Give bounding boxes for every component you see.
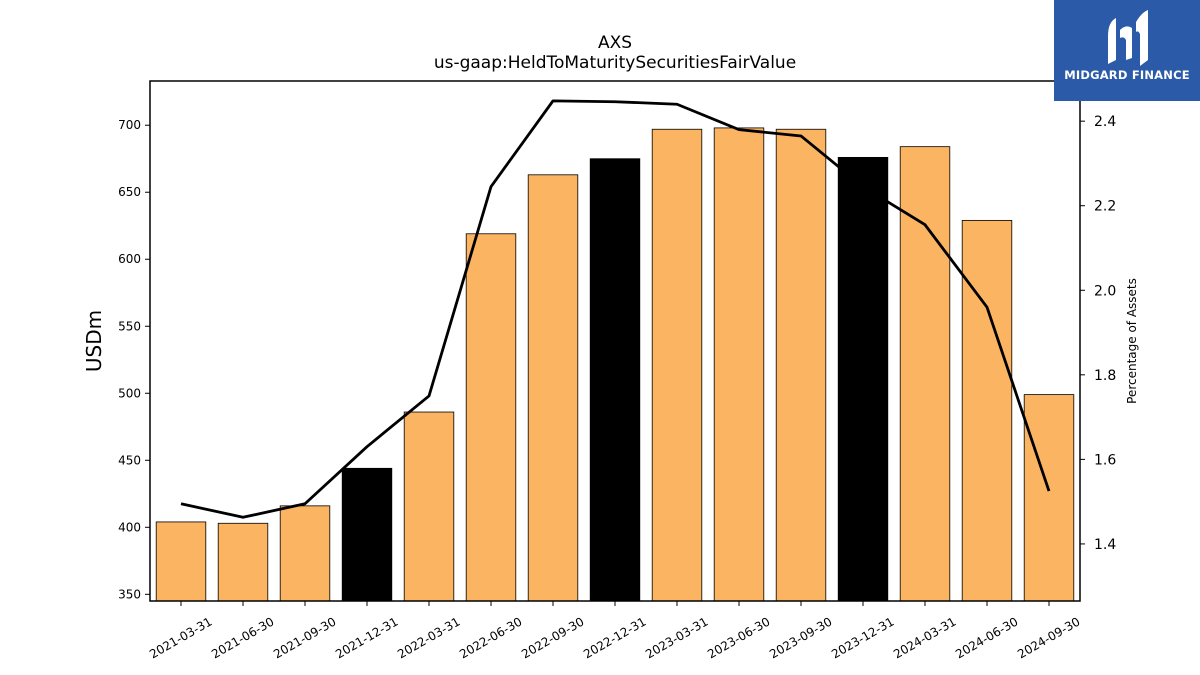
brand-logo: MIDGARD FINANCE: [1054, 0, 1200, 101]
y2-axis-label: Percentage of Assets: [1125, 278, 1139, 404]
y2-tick-label: 2.2: [1094, 199, 1116, 215]
bar-2021-03-31: [155, 521, 207, 602]
x-tick-label: 2022-12-31: [581, 614, 648, 661]
bar-2022-03-31: [403, 411, 455, 602]
x-tick-label: 2021-06-30: [209, 614, 276, 661]
x-tick-label: 2021-03-31: [147, 614, 214, 661]
y-tick-label: 400: [118, 520, 141, 534]
y2-tick-label: 1.6: [1094, 452, 1116, 468]
bar-2023-03-31: [651, 128, 703, 602]
chart-subtitle: us-gaap:HeldToMaturitySecuritiesFairValu…: [434, 53, 796, 73]
y-axis-label: USDm: [82, 310, 106, 372]
x-tick-label: 2024-06-30: [953, 614, 1020, 661]
x-tick-label: 2023-09-30: [767, 614, 834, 661]
bar-2023-09-30: [775, 128, 827, 602]
line-group: [180, 99, 1051, 519]
bar-2021-12-31: [341, 467, 393, 602]
bar-2021-09-30: [279, 505, 331, 602]
left-axis: 350 400 450 500 550 600 650 700: [118, 118, 150, 601]
logo-text: MIDGARD FINANCE: [1064, 68, 1190, 82]
bar-2023-06-30: [713, 127, 765, 602]
x-tick-label: 2023-03-31: [643, 614, 710, 661]
logo-mark-icon: [1108, 10, 1148, 66]
x-tick-label: 2023-06-30: [705, 614, 772, 661]
bar-2024-03-31: [899, 146, 951, 602]
y-tick-label: 350: [118, 587, 141, 601]
x-tick-label: 2024-03-31: [891, 614, 958, 661]
y-tick-label: 550: [118, 319, 141, 333]
y-tick-label: 500: [118, 386, 141, 400]
chart-title: AXS: [598, 33, 632, 53]
bar-2024-06-30: [961, 219, 1013, 602]
y2-tick-label: 2.0: [1094, 283, 1116, 299]
bar-2022-12-31: [589, 158, 641, 602]
x-tick-label: 2021-09-30: [271, 614, 338, 661]
x-tick-label: 2023-12-31: [829, 614, 896, 661]
bar-2021-06-30: [217, 522, 269, 602]
bars-group: [155, 127, 1075, 602]
bar-2023-12-31: [837, 156, 889, 602]
x-tick-label: 2022-09-30: [519, 614, 586, 661]
x-axis: 2021-03-312021-06-302021-09-302021-12-31…: [147, 601, 1083, 661]
y2-tick-label: 1.8: [1094, 368, 1116, 384]
y2-tick-label: 1.4: [1094, 537, 1116, 553]
y-tick-label: 600: [118, 252, 141, 266]
y-tick-label: 700: [118, 118, 141, 132]
percentage-line: [180, 99, 1051, 519]
bar-2024-09-30: [1023, 394, 1075, 602]
x-tick-label: 2024-09-30: [1015, 614, 1082, 661]
y2-tick-label: 2.4: [1094, 114, 1116, 130]
y-tick-label: 450: [118, 453, 141, 467]
right-axis: 1.4 1.6 1.8 2.0 2.2 2.4: [1080, 114, 1116, 553]
bar-2022-09-30: [527, 174, 579, 602]
bar-2022-06-30: [465, 233, 517, 602]
x-tick-label: 2021-12-31: [333, 614, 400, 661]
x-tick-label: 2022-06-30: [457, 614, 524, 661]
y-tick-label: 650: [118, 185, 141, 199]
x-tick-label: 2022-03-31: [395, 614, 462, 661]
